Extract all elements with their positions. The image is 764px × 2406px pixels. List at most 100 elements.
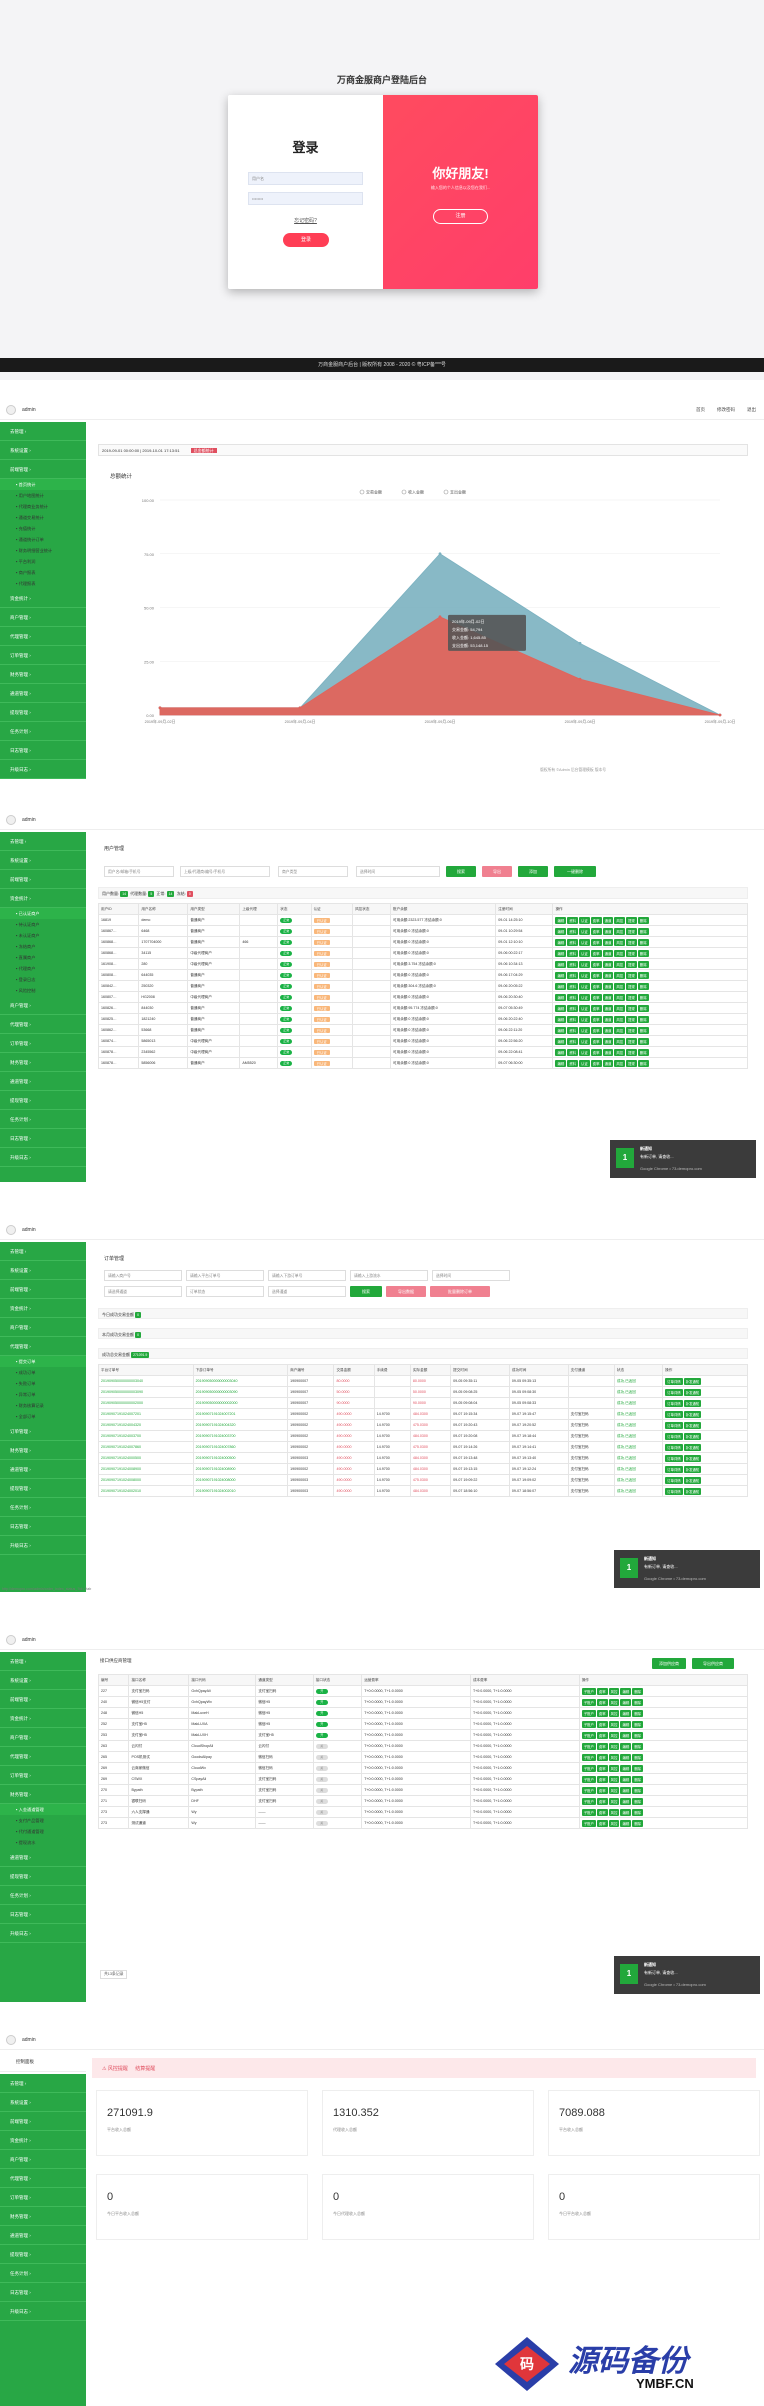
pager[interactable]: 共13条记录	[100, 1970, 128, 1979]
notify-button[interactable]: 补发通知	[683, 1432, 702, 1440]
sidebar-subitem[interactable]: ▪ 全部订单	[16, 1414, 36, 1419]
action-button[interactable]: 编辑	[620, 1808, 632, 1816]
sidebar-item[interactable]: 财务管理 ›	[0, 1441, 86, 1460]
channel-toggle[interactable]: 关	[315, 1765, 328, 1771]
order-link[interactable]: 20190907191024003700	[195, 1434, 236, 1438]
action-button[interactable]: 风控	[608, 1797, 620, 1805]
action-button[interactable]: 提现	[626, 938, 637, 946]
action-button[interactable]: 删除	[637, 927, 649, 935]
action-button[interactable]: 风控	[614, 916, 626, 924]
table-row[interactable]: 227 支付宝扫码 GxhQpayAli 支付宝扫码开 T+0:0.0000, T+1:…	[97, 1685, 749, 1697]
sidebar-item[interactable]: 财务管理 ›	[0, 1785, 86, 1804]
sidebar-item[interactable]: 前端管理 ›	[0, 870, 86, 889]
action-button[interactable]: 通道	[602, 1048, 614, 1056]
action-button[interactable]: 资料	[567, 982, 579, 990]
sidebar-item[interactable]: 去管理 ›	[0, 422, 86, 441]
sidebar-subitem[interactable]: ▪ 冻结商户	[16, 944, 36, 949]
action-button[interactable]: 资料	[567, 1037, 579, 1045]
action-button[interactable]: 编辑	[620, 1819, 632, 1827]
action-button[interactable]: 认证	[579, 1059, 590, 1067]
action-button[interactable]: 通道	[602, 1004, 614, 1012]
username-input[interactable]: 用户名	[248, 172, 363, 185]
action-button[interactable]: 资料	[567, 1026, 579, 1034]
table-row[interactable]: 160842… 250320 普通商户 正常 已认证 可用余额:304.6 冻结余额:0 0…	[97, 980, 748, 992]
action-button[interactable]: 删除	[632, 1687, 643, 1695]
sidebar-subitem[interactable]: ▪ 充值统计	[16, 526, 36, 531]
table-row[interactable]: 160878… 5856006 普通商户 AM5520 正常 已认证 可用余额:0 冻结余额…	[97, 1057, 748, 1069]
order-link[interactable]: 20190907191024007201	[101, 1412, 141, 1416]
action-button[interactable]: 费率	[590, 960, 602, 968]
sidebar-item[interactable]: 系统设置 ›	[0, 441, 86, 460]
action-button[interactable]: 子账户	[581, 1687, 596, 1695]
order-link[interactable]: 201909050000000002000	[195, 1401, 238, 1405]
action-button[interactable]: 提现	[626, 960, 637, 968]
sidebar-item[interactable]: 代理管理 ›	[0, 627, 86, 646]
action-button[interactable]: 删除	[637, 1037, 649, 1045]
action-button[interactable]: 资料	[567, 993, 579, 1001]
action-button[interactable]: 资料	[567, 949, 579, 957]
table-row[interactable]: 240 微信H5支付 GxhQpayWx 微信H5 开 T+0:0.0000, T+1:0…	[97, 1696, 749, 1708]
channel-toggle[interactable]: 开	[315, 1688, 328, 1694]
sidebar-item[interactable]: 日志管理 ›	[0, 1129, 86, 1148]
table-row[interactable]: 160868… 34115 中级代理商户 正常 已认证 可用余额:0 冻结余额:0 09-0…	[97, 947, 748, 959]
table-row[interactable]: 160825… 1821240 普通商户 正常 已认证 可用余额:0 冻结余额:0 09-0…	[97, 1013, 748, 1025]
sidebar-item[interactable]: 去管理 ›	[0, 1242, 86, 1261]
action-button[interactable]: 删除	[632, 1731, 643, 1739]
action-button[interactable]: 认证	[579, 982, 590, 990]
action-button[interactable]: 删除	[637, 1059, 649, 1067]
view-order-button[interactable]: 订单详情	[665, 1399, 683, 1407]
channel-toggle[interactable]: 开	[315, 1710, 328, 1716]
sidebar-item[interactable]: 任务计划 ›	[0, 1110, 86, 1129]
status-toggle[interactable]: 正常	[280, 994, 293, 1000]
action-button[interactable]: 子账户	[581, 1753, 596, 1761]
notify-button[interactable]: 补发通知	[683, 1476, 702, 1484]
table-row[interactable]: 273 测试通道 Wy —— 关 T+0:0.0000, T+1:0.0000 T+0:0.…	[97, 1817, 749, 1829]
action-button[interactable]: 费率	[596, 1819, 608, 1827]
action-button[interactable]: 删除	[637, 1004, 649, 1012]
action-button[interactable]: 费率	[590, 949, 602, 957]
settlement-alert[interactable]: 结算提醒	[135, 2066, 156, 2072]
sidebar-item[interactable]: 去管理 ›	[0, 1652, 86, 1671]
table-row[interactable]: 269 云商家微信 CloudWx 微信扫码关 T+0:0.0000, T+1:0.00…	[97, 1762, 749, 1774]
action-button[interactable]: 通道	[602, 938, 614, 946]
sidebar-item[interactable]: 商户管理 ›	[0, 608, 86, 627]
action-button[interactable]: 删除	[637, 960, 649, 968]
bulk-delete-button[interactable]: 一键删除	[554, 866, 596, 877]
order-link[interactable]: 20190907191024007860	[101, 1445, 141, 1449]
view-order-button[interactable]: 订单详情	[665, 1410, 683, 1418]
action-button[interactable]: 费率	[590, 982, 602, 990]
action-button[interactable]: 提现	[626, 1059, 637, 1067]
action-button[interactable]: 资料	[567, 960, 579, 968]
sidebar-item[interactable]: 升级日志 ›	[0, 2302, 86, 2321]
action-button[interactable]: 提现	[626, 1015, 637, 1023]
status-toggle[interactable]: 正常	[280, 1060, 293, 1066]
sidebar-item[interactable]: 资金统计 ›	[0, 1709, 86, 1728]
search-button[interactable]: 搜索	[350, 1286, 382, 1297]
sidebar-item[interactable]: 任务计划 ›	[0, 722, 86, 741]
notify-button[interactable]: 补发通知	[683, 1399, 702, 1407]
action-button[interactable]: 费率	[596, 1742, 608, 1750]
action-button[interactable]: 认证	[579, 960, 590, 968]
action-button[interactable]: 提现	[626, 916, 637, 924]
table-row[interactable]: 20190907191024007860 20190907191024007860…	[98, 1441, 748, 1453]
action-button[interactable]: 资料	[567, 1048, 579, 1056]
action-button[interactable]: 费率	[590, 993, 602, 1001]
action-button[interactable]: 费率	[596, 1786, 608, 1794]
action-button[interactable]: 费率	[590, 1004, 602, 1012]
action-button[interactable]: 费率	[596, 1764, 608, 1772]
order-link[interactable]: 201909050000000003090	[101, 1390, 143, 1394]
table-row[interactable]: 160868… 1707704000 普通商户 466 正常 已认证 可用余额:0 冻结余额…	[97, 936, 748, 948]
channel-toggle[interactable]: 关	[315, 1809, 328, 1815]
table-row[interactable]: 263 云闪付 CloudShopAll 云闪付关 T+0:0.0000, T+1:0.…	[97, 1740, 749, 1752]
table-row[interactable]: 20190907191024008900 20190907191024008900…	[98, 1463, 748, 1475]
view-order-button[interactable]: 订单详情	[665, 1487, 683, 1495]
action-button[interactable]: 风控	[614, 993, 626, 1001]
sidebar-item[interactable]: 通道管理 ›	[0, 1460, 86, 1479]
table-row[interactable]: 160808… 644035 普通商户 正常 已认证 可用余额:0 冻结余额:0 09-06…	[97, 969, 748, 981]
action-button[interactable]: 风控	[608, 1786, 620, 1794]
action-button[interactable]: 编辑	[620, 1698, 632, 1706]
action-button[interactable]: 风控	[608, 1709, 620, 1717]
sidebar-item[interactable]: 提现管理 ›	[0, 703, 86, 722]
table-row[interactable]: 20190907191024008000 20190907191024008000…	[98, 1474, 748, 1486]
sidebar-item[interactable]: 通道管理 ›	[0, 1072, 86, 1091]
